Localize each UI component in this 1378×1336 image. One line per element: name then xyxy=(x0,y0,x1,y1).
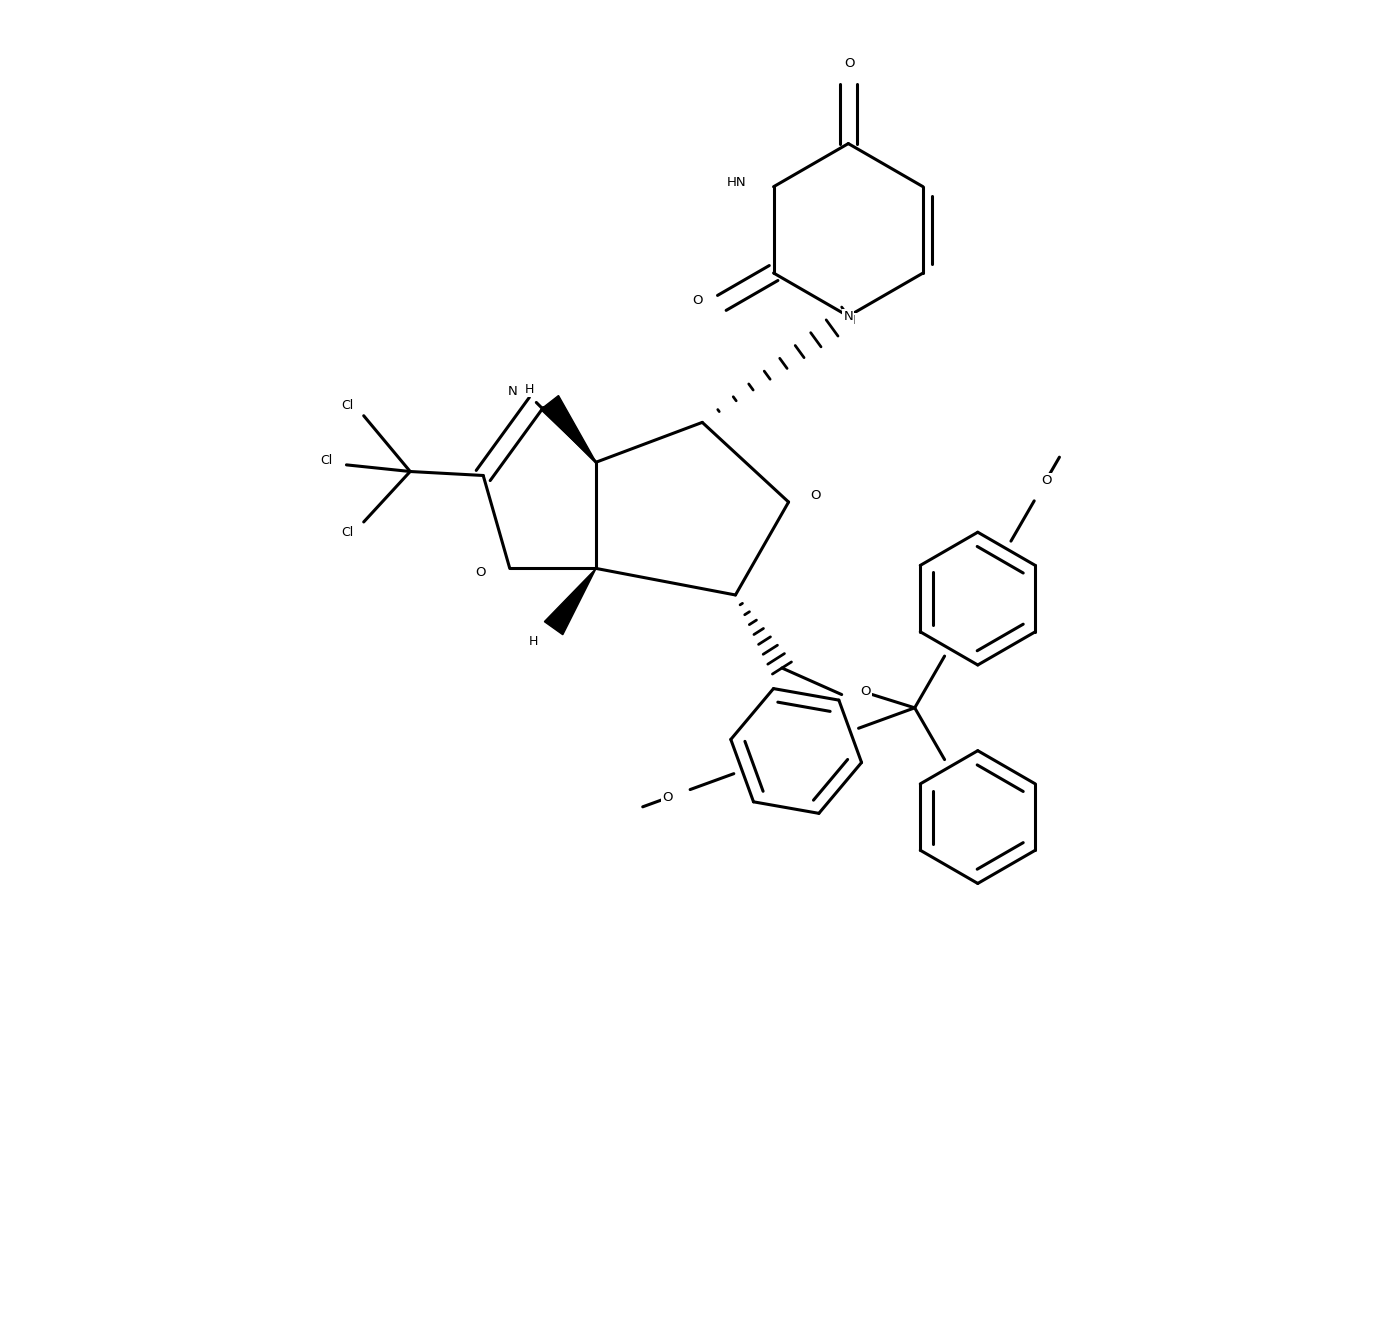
Text: Cl: Cl xyxy=(342,526,354,540)
Text: O: O xyxy=(475,566,486,578)
Text: H: H xyxy=(525,382,535,395)
Text: O: O xyxy=(845,57,854,71)
Text: Cl: Cl xyxy=(342,398,354,411)
Text: O: O xyxy=(475,566,486,578)
Text: HN: HN xyxy=(726,176,747,190)
Text: Cl: Cl xyxy=(342,398,354,411)
Text: N: N xyxy=(846,314,856,326)
Text: N: N xyxy=(507,385,517,398)
Text: N: N xyxy=(507,385,517,398)
Text: O: O xyxy=(693,294,703,307)
Text: N: N xyxy=(843,310,853,323)
Polygon shape xyxy=(540,395,597,462)
Text: O: O xyxy=(810,489,820,502)
Text: O: O xyxy=(845,57,854,71)
Text: Cl: Cl xyxy=(321,454,332,468)
Text: Cl: Cl xyxy=(342,526,354,540)
Text: O: O xyxy=(1040,474,1051,486)
Text: HN: HN xyxy=(726,176,747,190)
Polygon shape xyxy=(544,568,597,635)
Text: H: H xyxy=(529,635,539,648)
Text: O: O xyxy=(663,791,672,804)
Text: H: H xyxy=(525,382,535,395)
Text: O: O xyxy=(693,294,703,307)
Text: O: O xyxy=(810,489,820,502)
Text: Cl: Cl xyxy=(321,454,332,468)
Text: H: H xyxy=(529,635,539,648)
Text: O: O xyxy=(860,685,871,699)
Text: O: O xyxy=(860,685,871,699)
